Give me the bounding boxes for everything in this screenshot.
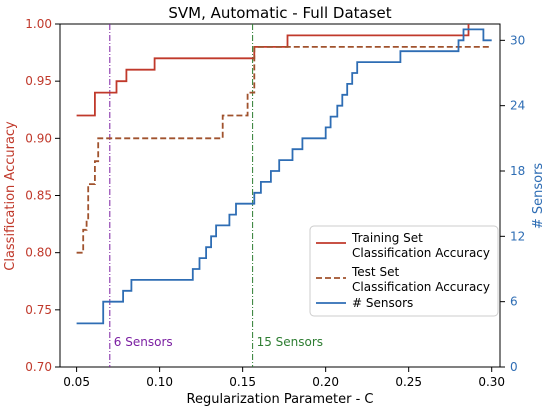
legend-box: [309, 225, 499, 317]
y-right-tick-label: 30: [510, 33, 525, 47]
y-left-tick-label: 0.75: [25, 303, 52, 317]
reference-vline-label: 6 Sensors: [114, 335, 173, 349]
legend-label-line: Test Set: [351, 265, 399, 279]
series-line-0: [76, 24, 470, 117]
y-right-axis-ticks: 0 6 12 18 24 30: [500, 33, 525, 374]
y-left-tick-label: 0.95: [25, 74, 52, 88]
legend-label-line: Classification Accuracy: [352, 246, 490, 260]
y-right-axis-label: # Sensors: [531, 163, 546, 230]
x-tick-label: 0.30: [478, 375, 505, 389]
legend-label-training: Training Set Classification Accuracy: [351, 231, 490, 260]
y-right-tick-label: 0: [510, 360, 518, 374]
series-line-1: [76, 46, 492, 254]
series-line-2: [76, 28, 492, 325]
x-axis-label: Regularization Parameter - C: [187, 392, 374, 407]
x-tick-label: 0.05: [63, 375, 90, 389]
legend-label-line: Training Set: [351, 231, 423, 245]
legend-label-line: Classification Accuracy: [352, 280, 490, 294]
reference-vline-label: 15 Sensors: [257, 335, 323, 349]
legend-label-sensors: # Sensors: [352, 296, 413, 310]
legend-label-line: # Sensors: [352, 296, 413, 310]
x-tick-label: 0.25: [395, 375, 422, 389]
legend-label-test: Test Set Classification Accuracy: [351, 265, 490, 294]
y-right-tick-label: 18: [510, 164, 525, 178]
y-right-tick-label: 6: [510, 295, 518, 309]
series-lines: [76, 24, 492, 325]
chart-title: SVM, Automatic - Full Dataset: [168, 4, 391, 22]
y-right-tick-label: 12: [510, 229, 525, 243]
y-left-axis-label: Classification Accuracy: [3, 121, 18, 271]
y-right-tick-label: 24: [510, 99, 525, 113]
x-tick-label: 0.15: [229, 375, 256, 389]
x-tick-label: 0.20: [312, 375, 339, 389]
y-left-tick-label: 0.90: [25, 131, 52, 145]
x-axis-ticks: 0.05 0.10 0.15 0.20 0.25 0.30: [63, 367, 505, 389]
legend: Training Set Classification Accuracy Test…: [309, 225, 499, 317]
reference-lines: 6 Sensors 15 Sensors: [109, 24, 323, 367]
y-left-axis-ticks: 0.70 0.75 0.80 0.85 0.90 0.95 1.00: [25, 17, 60, 374]
x-tick-label: 0.10: [146, 375, 173, 389]
y-left-tick-label: 0.85: [25, 189, 52, 203]
y-left-tick-label: 0.70: [25, 360, 52, 374]
y-left-tick-label: 0.80: [25, 246, 52, 260]
y-left-tick-label: 1.00: [25, 17, 52, 31]
